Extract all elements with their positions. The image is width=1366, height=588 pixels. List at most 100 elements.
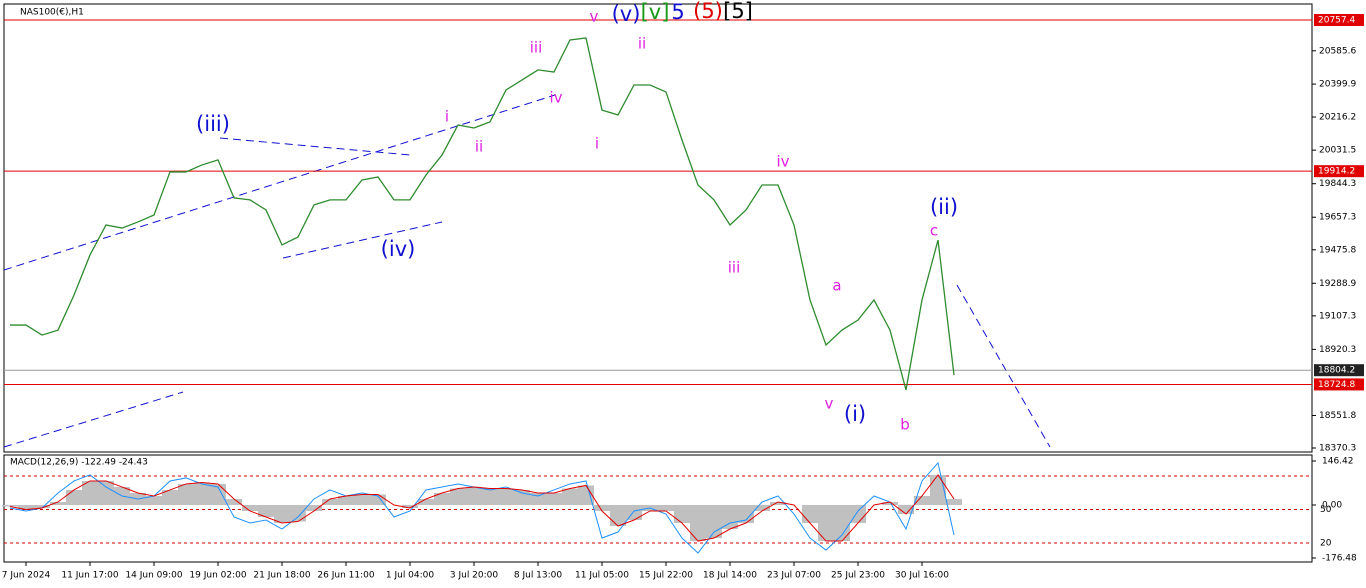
- macd-bar: [402, 504, 418, 508]
- wave-label: v: [590, 8, 599, 26]
- macd-bar: [482, 488, 498, 505]
- price-tag-label: 18724.8: [1318, 380, 1355, 390]
- macd-bar: [690, 504, 706, 542]
- wave-label: a: [832, 277, 841, 295]
- macd-bar: [738, 504, 754, 524]
- price-tag: [1314, 364, 1364, 377]
- y-tick-label: -176.48: [1322, 553, 1357, 563]
- wave-label: iii: [728, 259, 741, 277]
- trend-lines: [3, 94, 1051, 448]
- macd-bar: [578, 485, 594, 505]
- x-tick-label: 25 Jul 23:00: [831, 571, 885, 581]
- macd-bar: [546, 492, 562, 505]
- macd-bar: [226, 498, 242, 505]
- y-tick-label: 19288.9: [1319, 279, 1356, 289]
- wave-label: (iv): [381, 237, 416, 261]
- macd-bar: [50, 501, 66, 505]
- y2-tick-label: 20: [1320, 539, 1332, 549]
- y-tick-label: 20585.6: [1319, 46, 1356, 56]
- y-tick-label: 18920.3: [1319, 345, 1356, 355]
- macd-frame: [3, 454, 1313, 563]
- x-tick-label: 7 Jun 2024: [2, 571, 51, 581]
- macd-bar: [594, 504, 610, 511]
- wave-label: ii: [475, 138, 483, 156]
- y-tick-label: 20399.9: [1319, 80, 1356, 90]
- x-tick-label: 14 Jun 09:00: [125, 571, 182, 581]
- macd-bar: [146, 495, 162, 505]
- price-tag-label: 19914.2: [1318, 167, 1355, 177]
- price-tag-label: 20757.4: [1318, 15, 1355, 25]
- price-tag: [1314, 165, 1364, 178]
- macd-bar: [322, 498, 338, 505]
- macd-bar: [498, 488, 514, 505]
- wave-label: b: [900, 416, 910, 434]
- macd-bar: [658, 504, 674, 511]
- x-tick-label: 26 Jun 11:00: [317, 571, 374, 581]
- macd-bar: [418, 498, 434, 505]
- macd-bar: [514, 489, 530, 505]
- y-tick-label: 20031.5: [1319, 146, 1356, 156]
- macd-bar: [290, 504, 306, 522]
- macd-bar: [834, 504, 850, 542]
- channel-line: [3, 94, 556, 271]
- wave-label: v: [825, 395, 834, 413]
- x-tick-label: 8 Jul 13:00: [514, 571, 563, 581]
- macd-bar: [66, 489, 82, 505]
- x-tick-label: 30 Jul 16:00: [895, 571, 949, 581]
- wave-label: 5: [671, 0, 684, 24]
- macd-bar: [946, 498, 962, 505]
- macd-bar: [258, 504, 274, 518]
- macd-bar: [450, 488, 466, 505]
- macd-title: MACD(12,26,9) -122.49 -24.43: [10, 458, 148, 468]
- wave-label: iii: [530, 39, 543, 57]
- macd-bar: [562, 488, 578, 505]
- x-tick-label: 1 Jul 04:00: [386, 571, 435, 581]
- macd-bar: [18, 504, 34, 510]
- chart-title: NAS100(€),H1: [20, 8, 84, 18]
- wave-label: [5]: [723, 0, 753, 23]
- x-tick-label: 19 Jun 02:00: [189, 571, 246, 581]
- wave-label: (v): [612, 2, 641, 26]
- y2-tick-label: 50: [1320, 505, 1332, 515]
- y-tick-label: 18370.3: [1319, 444, 1356, 454]
- y-tick-label: 18551.8: [1319, 411, 1356, 421]
- macd-bar: [434, 492, 450, 505]
- channel-line: [219, 137, 411, 156]
- x-tick-label: 23 Jul 07:00: [767, 571, 821, 581]
- wave-label: [v]: [641, 0, 670, 24]
- y-tick-label: 19475.8: [1319, 245, 1356, 255]
- wave-label: iv: [776, 153, 789, 171]
- macd-bar: [178, 483, 194, 505]
- x-tick-label: 11 Jun 17:00: [61, 571, 118, 581]
- macd-bar: [34, 504, 50, 508]
- wave-label: c: [930, 222, 938, 240]
- macd-bar: [2, 504, 18, 507]
- macd-bar: [306, 504, 322, 511]
- macd-bar: [162, 489, 178, 505]
- macd-bar: [82, 480, 98, 505]
- macd-bar: [338, 495, 354, 505]
- price-line: [10, 37, 955, 391]
- macd-bar: [530, 492, 546, 505]
- macd-bar: [898, 504, 914, 514]
- macd-bar: [610, 504, 626, 527]
- price-tag-label: 18804.2: [1318, 366, 1355, 376]
- main-frame: [3, 3, 1313, 453]
- y-tick-label: 20216.2: [1319, 113, 1356, 123]
- macd-bar: [770, 501, 786, 505]
- wave-label: (ii): [930, 195, 958, 219]
- x-tick-label: 3 Jul 20:00: [450, 571, 499, 581]
- macd-bar: [194, 482, 210, 505]
- wave-label: i: [595, 135, 599, 153]
- wave-label: (i): [844, 402, 866, 426]
- macd-bar: [706, 504, 722, 539]
- macd-bar: [98, 480, 114, 505]
- macd-bar: [466, 486, 482, 505]
- macd-bar: [882, 501, 898, 505]
- macd-bar: [210, 483, 226, 505]
- macd-bar: [354, 494, 370, 505]
- x-tick-label: 18 Jul 14:00: [703, 571, 757, 581]
- macd-bar: [818, 504, 834, 542]
